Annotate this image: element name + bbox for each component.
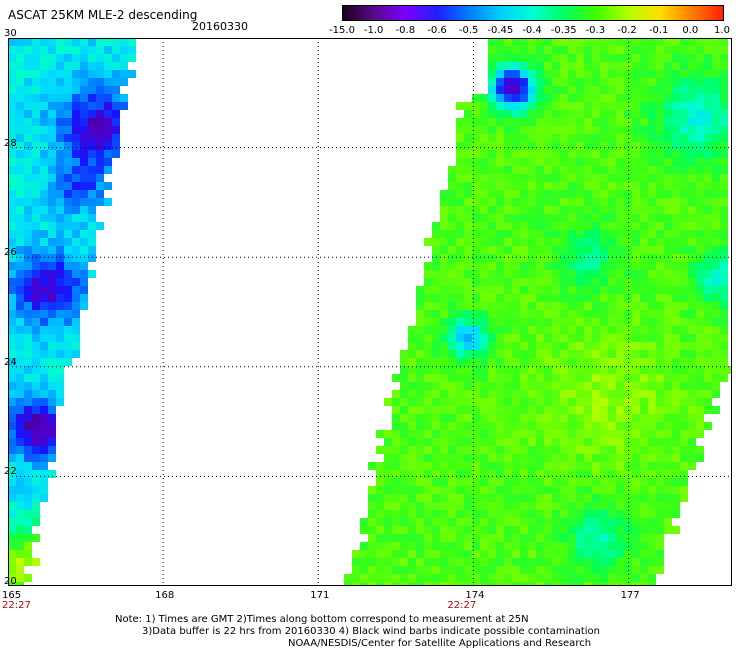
time-label: 22:27 xyxy=(447,600,477,611)
colorbar-tick-label: 1.0 xyxy=(714,25,730,36)
lat-label: 26 xyxy=(4,247,17,259)
lat-label: 20 xyxy=(4,576,17,587)
chart-title: ASCAT 25KM MLE-2 descending xyxy=(8,8,198,22)
colorbar-tick-label: -0.35 xyxy=(550,25,577,36)
colorbar-ticks: -15.0 -1.0 -0.8 -0.6 -0.5 -0.45 -0.4 -0.35 -0.3-… xyxy=(329,25,740,39)
colorbar xyxy=(342,5,724,21)
lat-label: 24 xyxy=(4,356,17,368)
graticule xyxy=(8,38,732,586)
footer-line-3: NOAA/NESDIS/Center for Satellite Applica… xyxy=(288,638,592,649)
colorbar-tick-label: 0.0 xyxy=(682,25,699,36)
footer-line-1: Note: 1) Times are GMT 2)Times along bot… xyxy=(115,614,529,625)
wind-field-cells xyxy=(8,38,732,586)
lat-label: 28 xyxy=(4,137,17,149)
colorbar-tick-label: -0.3 xyxy=(585,25,606,36)
colorbar-tick-label: -0.8 xyxy=(395,25,416,36)
colorbar-tick-label: -0.45 xyxy=(487,25,514,36)
map-frame xyxy=(8,38,732,586)
colorbar-tick-label: -0.1 xyxy=(648,25,669,36)
colorbar-tick-label: -0.5 xyxy=(458,25,479,36)
lon-label: 174 xyxy=(465,590,485,601)
swath-map xyxy=(8,38,732,586)
colorbar-tick-label: -0.4 xyxy=(522,25,542,36)
lon-label: 168 xyxy=(155,590,175,601)
colorbar-gradient xyxy=(343,6,723,20)
time-label: 22:27 xyxy=(2,600,31,611)
lon-label: 171 xyxy=(310,590,330,601)
lat-label: 30 xyxy=(4,28,17,39)
colorbar-tick-label: -0.6 xyxy=(427,25,447,36)
colorbar-tick-label: -15.0 xyxy=(329,25,355,36)
colorbar-tick-label: -1.0 xyxy=(363,25,384,36)
lat-label: 22 xyxy=(4,466,17,478)
footer-note: Note: 1) Times are GMT 2)Times along bot… xyxy=(0,614,740,650)
lon-label: 165 xyxy=(2,590,22,601)
colorbar-tick-label: -0.2 xyxy=(617,25,637,36)
lon-label: 177 xyxy=(620,590,640,601)
date-label: 20160330 xyxy=(192,20,248,33)
footer-line-2: 3)Data buffer is 22 hrs from 20160330 4)… xyxy=(142,626,600,637)
